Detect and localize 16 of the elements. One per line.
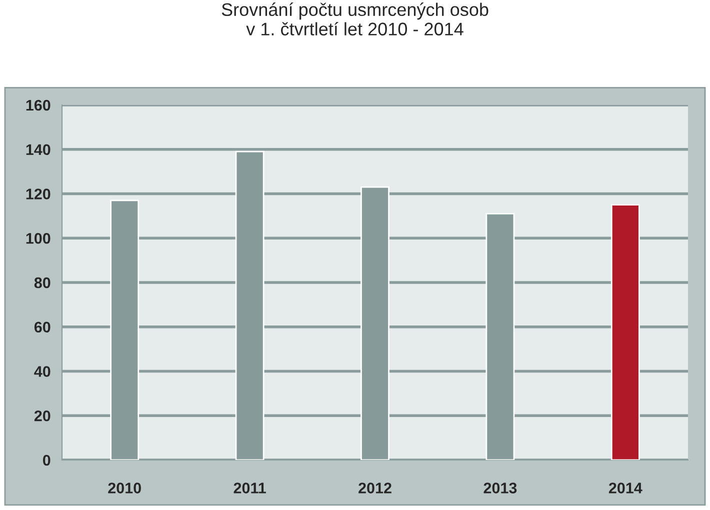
x-tick-label: 2010 (108, 482, 141, 494)
x-tick-label: 2013 (484, 482, 517, 494)
y-tick-label: 100 (26, 232, 50, 244)
x-tick-label: 2014 (608, 482, 642, 494)
bar (610, 204, 640, 460)
y-tick-label: 40 (34, 366, 50, 377)
x-tick-label: 2012 (358, 482, 392, 494)
x-tick-label: 2011 (234, 482, 266, 494)
y-tick-label: 80 (34, 277, 50, 288)
y-tick-label: 20 (34, 410, 50, 422)
y-tick-label: 60 (34, 322, 50, 333)
y-tick-label: 140 (26, 144, 50, 156)
y-tick-label: 160 (26, 100, 50, 111)
y-tick-label: 0 (42, 454, 50, 466)
chart-title: Srovnání počtu usmrcených osob v 1. čtvrtletí let 2010 - 2014 (222, 2, 488, 36)
y-tick-label: 120 (26, 188, 50, 200)
